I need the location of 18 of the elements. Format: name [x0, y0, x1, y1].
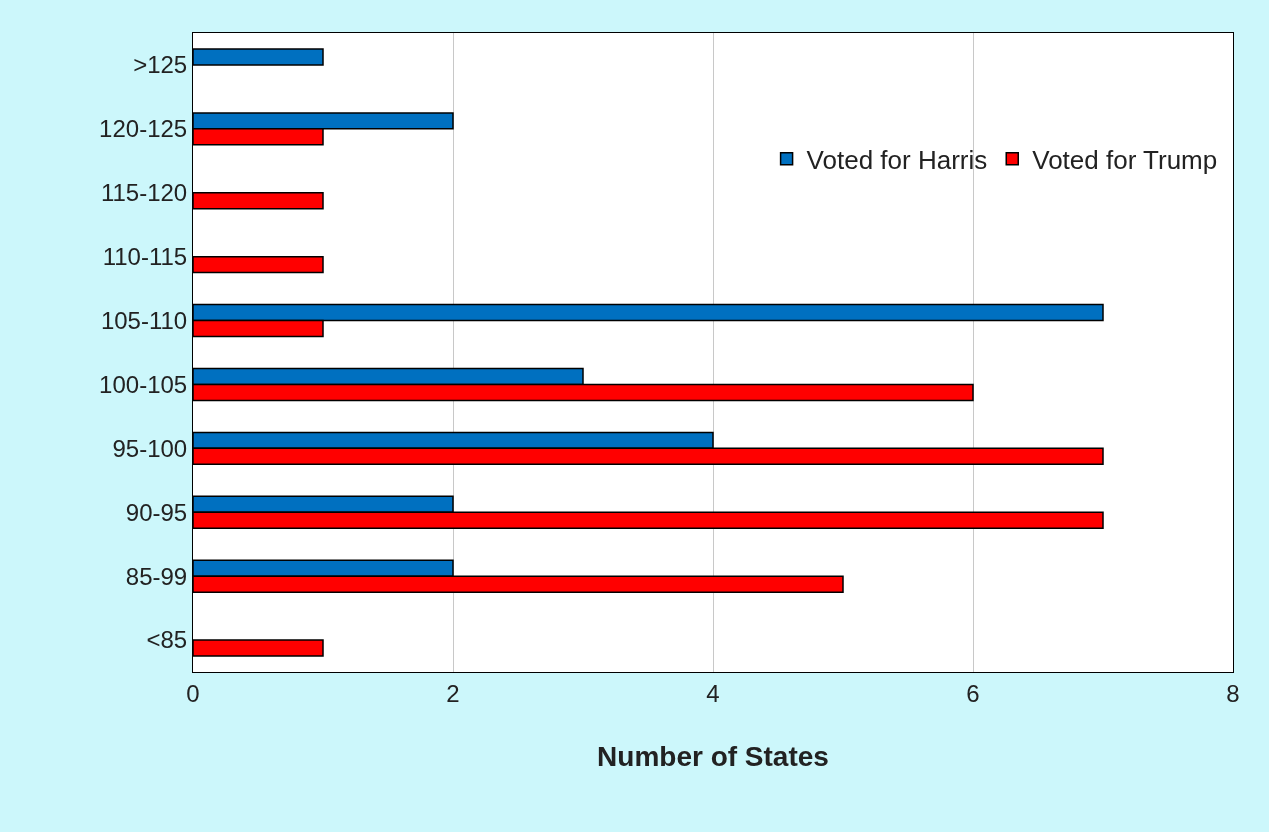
y-tick-label: 95-100	[112, 434, 188, 462]
y-tick-label: <85	[146, 626, 188, 654]
y-tick-label: 115-120	[100, 179, 188, 207]
x-tick-label: 8	[1226, 679, 1240, 707]
x-tick-label: 6	[966, 679, 980, 707]
y-tick-label: 100-105	[99, 370, 188, 398]
x-tick-label: 2	[446, 679, 460, 707]
y-tick-label: 110-115	[102, 243, 188, 271]
y-tick-label: 85-99	[125, 562, 188, 590]
x-tick-label: 4	[706, 679, 720, 707]
y-tick-label: 120-125	[99, 115, 188, 143]
legend-label: Voted for Trump	[1032, 144, 1218, 175]
y-tick-label: >125	[133, 51, 188, 79]
x-axis-title: Number of States	[597, 740, 829, 772]
y-tick-label: 90-95	[125, 498, 188, 526]
legend-label: Voted for Harris	[806, 144, 988, 175]
x-tick-label: 0	[186, 679, 200, 707]
y-tick-label: 105-110	[100, 306, 188, 334]
